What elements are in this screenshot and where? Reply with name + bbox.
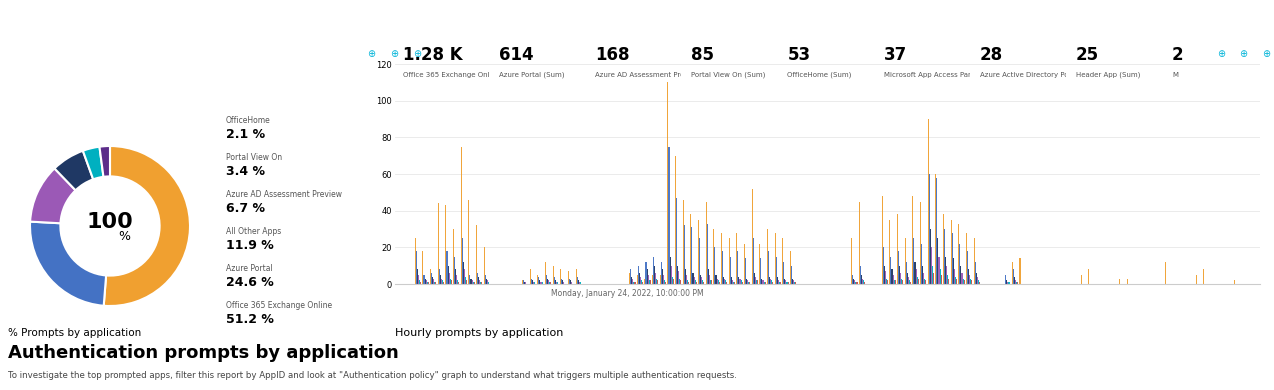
Text: 37: 37 — [884, 46, 907, 64]
Text: ⊕: ⊕ — [390, 49, 397, 59]
Text: All Other Apps: All Other Apps — [225, 227, 282, 236]
Text: 51.2 %: 51.2 % — [225, 313, 274, 326]
Text: 28: 28 — [980, 46, 1003, 64]
Text: OfficeHome: OfficeHome — [225, 116, 271, 125]
Text: % Prompts by application: % Prompts by application — [8, 328, 141, 338]
Text: Portal View On: Portal View On — [225, 153, 282, 162]
Text: M: M — [1172, 72, 1178, 78]
Text: Monday, January 24, 2022, 10:00:00 PM: Monday, January 24, 2022, 10:00:00 PM — [550, 289, 703, 298]
Text: OfficeHome (Sum): OfficeHome (Sum) — [787, 72, 852, 78]
Text: Microsoft App Access Pan...: Microsoft App Access Pan... — [884, 72, 978, 78]
Text: Azure AD Assessment Preview: Azure AD Assessment Preview — [225, 190, 341, 199]
Text: 614: 614 — [499, 46, 534, 64]
Text: Azure Portal: Azure Portal — [225, 264, 273, 273]
Text: ⊕: ⊕ — [1240, 49, 1247, 59]
Text: 25: 25 — [1075, 46, 1099, 64]
Text: Hourly prompts by application: Hourly prompts by application — [395, 328, 563, 338]
Text: ⊕: ⊕ — [1263, 49, 1270, 59]
Text: Header App (Sum): Header App (Sum) — [1075, 72, 1140, 78]
Text: Office 365 Exchange Online: Office 365 Exchange Online — [225, 301, 333, 310]
Text: 3.4 %: 3.4 % — [225, 165, 265, 178]
Text: To investigate the top prompted apps, filter this report by AppID and look at "A: To investigate the top prompted apps, fi… — [8, 370, 736, 379]
Text: Portal View On (Sum): Portal View On (Sum) — [692, 72, 766, 78]
Text: Azure AD Assessment Pre...: Azure AD Assessment Pre... — [595, 72, 692, 78]
Text: 24.6 %: 24.6 % — [225, 276, 274, 289]
Text: Azure Active Directory Po...: Azure Active Directory Po... — [980, 72, 1075, 78]
Text: 2.1 %: 2.1 % — [225, 128, 265, 141]
Wedge shape — [31, 222, 106, 306]
Text: 1.28 K: 1.28 K — [403, 46, 462, 64]
Text: 100: 100 — [87, 212, 134, 232]
Text: ⊕: ⊕ — [1217, 49, 1224, 59]
Text: ⊕: ⊕ — [413, 49, 420, 59]
Text: 6.7 %: 6.7 % — [225, 202, 265, 215]
Text: Office 365 Exchange Onli...: Office 365 Exchange Onli... — [403, 72, 498, 78]
Wedge shape — [99, 146, 110, 177]
Text: ⊕: ⊕ — [367, 49, 375, 59]
Wedge shape — [31, 168, 75, 223]
Wedge shape — [103, 146, 190, 306]
Text: %: % — [118, 230, 130, 243]
Text: 85: 85 — [692, 46, 715, 64]
Text: 2: 2 — [1172, 46, 1184, 64]
Text: 168: 168 — [595, 46, 629, 64]
Wedge shape — [83, 147, 103, 179]
Text: 11.9 %: 11.9 % — [225, 239, 274, 252]
Text: Azure Portal (Sum): Azure Portal (Sum) — [499, 72, 564, 78]
Text: 53: 53 — [787, 46, 810, 64]
Text: Authentication prompts by application: Authentication prompts by application — [8, 344, 399, 362]
Wedge shape — [55, 151, 93, 190]
